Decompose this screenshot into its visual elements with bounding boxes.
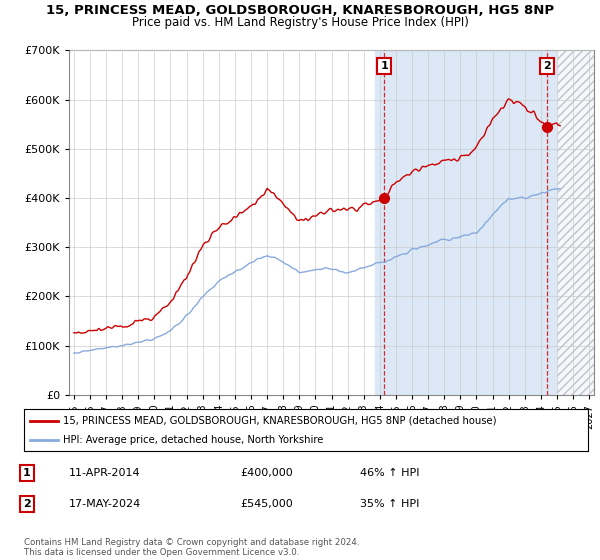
Bar	[557, 50, 594, 395]
Text: Contains HM Land Registry data © Crown copyright and database right 2024.
This d: Contains HM Land Registry data © Crown c…	[24, 538, 359, 557]
Text: £545,000: £545,000	[240, 499, 293, 509]
Text: Price paid vs. HM Land Registry's House Price Index (HPI): Price paid vs. HM Land Registry's House …	[131, 16, 469, 29]
Text: 15, PRINCESS MEAD, GOLDSBOROUGH, KNARESBOROUGH, HG5 8NP (detached house): 15, PRINCESS MEAD, GOLDSBOROUGH, KNARESB…	[64, 416, 497, 426]
Text: £400,000: £400,000	[240, 468, 293, 478]
Text: 2: 2	[543, 60, 551, 71]
Bar	[375, 50, 594, 395]
Text: 1: 1	[23, 468, 31, 478]
Text: 46% ↑ HPI: 46% ↑ HPI	[360, 468, 419, 478]
Text: 35% ↑ HPI: 35% ↑ HPI	[360, 499, 419, 509]
Text: 2: 2	[23, 499, 31, 509]
Text: 11-APR-2014: 11-APR-2014	[69, 468, 140, 478]
Text: HPI: Average price, detached house, North Yorkshire: HPI: Average price, detached house, Nort…	[64, 435, 324, 445]
Bar	[557, 50, 594, 395]
Text: 17-MAY-2024: 17-MAY-2024	[69, 499, 141, 509]
Text: 15, PRINCESS MEAD, GOLDSBOROUGH, KNARESBOROUGH, HG5 8NP: 15, PRINCESS MEAD, GOLDSBOROUGH, KNARESB…	[46, 4, 554, 17]
Text: 1: 1	[380, 60, 388, 71]
